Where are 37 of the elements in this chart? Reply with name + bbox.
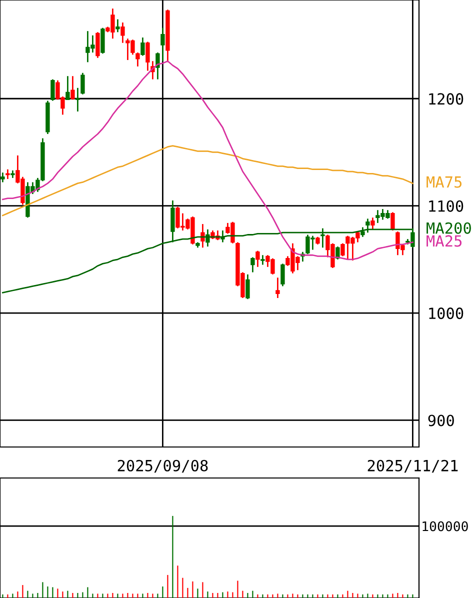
candlestick (370, 216, 375, 230)
series-label: MA75 (426, 176, 462, 188)
candlestick (250, 256, 255, 273)
y-tick-label: 1100 (429, 200, 464, 212)
candlestick (260, 254, 265, 266)
candlestick (156, 52, 160, 80)
candlestick (120, 22, 125, 44)
candlestick (246, 274, 250, 300)
candlestick (276, 276, 280, 299)
candlestick (136, 52, 140, 68)
candlestick (140, 36, 145, 56)
candlestick (256, 250, 260, 268)
x-tick-label: 2025/11/21 (368, 460, 458, 473)
y-tick-label: 1200 (429, 93, 464, 105)
candlestick (336, 246, 340, 260)
candlestick (116, 18, 120, 33)
line-series (2, 145, 414, 216)
candlestick (146, 41, 150, 72)
candlestick (160, 27, 165, 62)
candlestick (340, 242, 345, 257)
candlestick (280, 263, 285, 287)
candlestick (0, 172, 5, 183)
y-tick-label: 900 (428, 414, 454, 426)
candlestick (6, 168, 10, 180)
x-tick-label: 2025/09/08 (118, 460, 208, 473)
candlestick (100, 27, 105, 54)
candlestick (66, 75, 70, 100)
y-tick-label: 100000 (422, 521, 468, 532)
candlestick (390, 212, 395, 232)
candlestick (50, 78, 55, 102)
candlestick (96, 31, 100, 59)
series-label: MA200 (426, 222, 471, 234)
y-tick-label: 1000 (429, 308, 464, 320)
series-label: MA25 (426, 235, 462, 247)
candlestick (80, 72, 85, 96)
candlestick (76, 87, 80, 112)
candlestick (70, 75, 75, 100)
